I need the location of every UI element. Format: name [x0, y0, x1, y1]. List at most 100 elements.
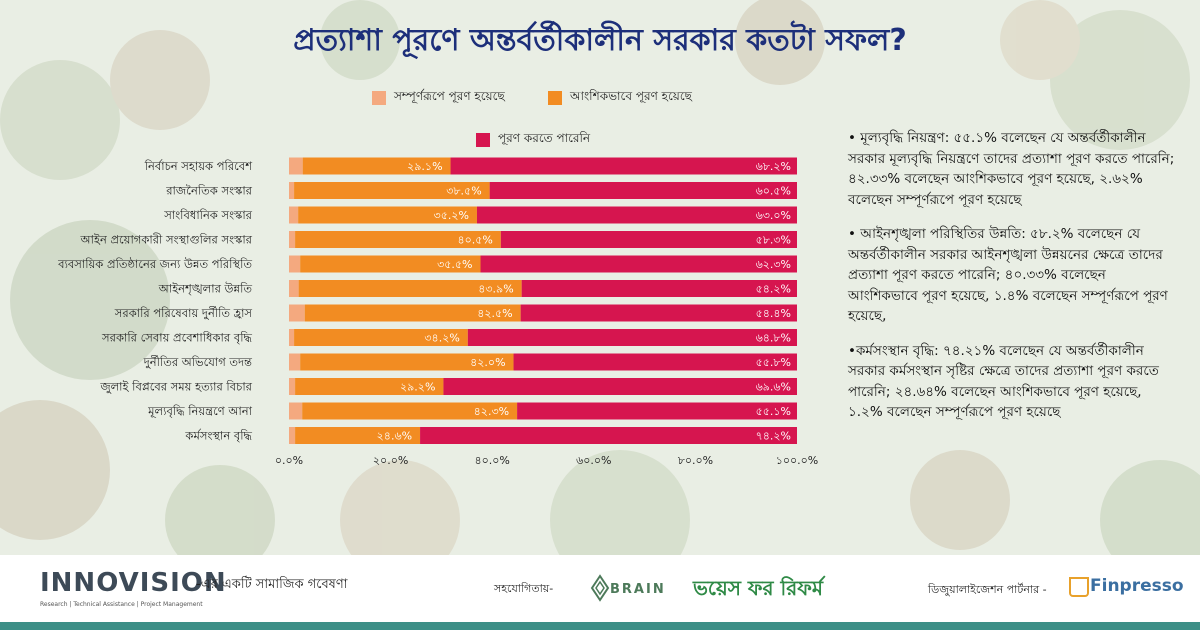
category-label: দুর্নীতির অভিযোগ তদন্ত	[143, 355, 253, 370]
bar-segment	[289, 255, 301, 273]
data-label-partial: ৪২.০%	[470, 356, 505, 369]
bar-segment	[420, 427, 797, 444]
data-label-none: ৬৮.২%	[756, 160, 791, 173]
legend-item-none: পূরণ করতে পারেনি	[476, 130, 590, 150]
bar-segment	[289, 304, 305, 322]
category-label: জুলাই বিপ্লবের সময় হত্যার বিচার	[99, 380, 252, 395]
bar-segment	[289, 182, 295, 199]
innovision-subtitle: Research | Technical Assistance | Projec…	[40, 601, 203, 608]
bar-segment	[294, 182, 490, 199]
legend-swatch-partial	[548, 91, 562, 105]
bar-segment	[489, 182, 797, 199]
legend-label-partial: আংশিকভাবে পূরণ হয়েছে	[570, 89, 692, 103]
bar-segment	[520, 304, 797, 322]
data-label-partial: ২৯.১%	[407, 160, 442, 173]
bar-segment	[289, 329, 295, 346]
data-label-none: ৬৩.০%	[756, 209, 791, 222]
category-label: রাজনৈতিক সংস্কার	[165, 184, 252, 198]
finpresso-logo: Finpresso	[1090, 576, 1184, 596]
brain-logo-icon	[590, 574, 610, 602]
collaboration-label: সহযোগিতায়-	[494, 582, 554, 595]
data-label-partial: ৪২.৩%	[474, 405, 509, 418]
data-label-partial: ২৯.২%	[400, 381, 435, 394]
legend-swatch-none	[476, 133, 490, 147]
bar-segment	[300, 353, 514, 371]
x-tick-label: ২০.০%	[373, 454, 408, 467]
bar-segment	[295, 378, 444, 395]
note-law-order: • আইনশৃঙ্খলা পরিস্থিতির উন্নতি: ৫৮.২% বল…	[848, 226, 1168, 324]
innovision-tagline: -এর একটি সামাজিক গবেষণা	[196, 577, 348, 592]
category-label: ব্যবসায়িক প্রতিষ্ঠানের জন্য উন্নত পরিস্…	[57, 257, 253, 271]
note-price-control: • মূল্যবৃদ্ধি নিয়ন্ত্রণ: ৫৫.১% বলেছেন য…	[848, 130, 1175, 208]
bar-segment	[517, 402, 797, 420]
data-label-none: ৬০.৫%	[756, 185, 791, 198]
data-label-none: ৬৯.৬%	[756, 381, 791, 394]
bar-segment	[443, 378, 797, 395]
data-label-none: ৫৫.৮%	[756, 356, 791, 369]
legend-item-full: সম্পূর্ণরূপে পূরণ হয়েছে	[372, 88, 505, 108]
bar-segment	[300, 255, 481, 273]
category-label: নির্বাচন সহায়ক পরিবেশ	[144, 159, 254, 173]
data-label-partial: ৩৫.৫%	[437, 258, 472, 271]
data-label-none: ৫৪.২%	[756, 283, 791, 296]
x-tick-label: ০.০%	[275, 454, 303, 467]
bar-segment	[302, 157, 451, 175]
category-label: কর্মসংস্থান বৃদ্ধি	[184, 429, 252, 444]
data-label-partial: ৪৩.৯%	[478, 283, 513, 296]
data-label-partial: ৩৪.২%	[424, 332, 459, 345]
bar-segment	[295, 427, 421, 444]
legend-item-partial: আংশিকভাবে পূরণ হয়েছে	[548, 88, 692, 108]
x-tick-label: ৪০.০%	[474, 454, 509, 467]
category-label: সরকারি সেবায় প্রবেশাধিকার বৃদ্ধি	[101, 331, 253, 346]
data-label-none: ৬২.৩%	[756, 258, 791, 271]
x-tick-label: ৬০.০%	[576, 454, 611, 467]
data-label-partial: ২৪.৬%	[377, 430, 412, 443]
innovision-logo-text: INNOVISION	[40, 568, 227, 598]
bar-segment	[476, 206, 797, 224]
bar-segment	[289, 206, 299, 224]
bar-segment	[295, 231, 501, 248]
bar-segment	[500, 231, 797, 248]
bar-segment	[289, 353, 301, 371]
bar-segment	[289, 378, 296, 395]
bar-segment	[450, 157, 797, 175]
data-label-none: ৫৫.১%	[756, 405, 791, 418]
bar-segment	[289, 427, 296, 444]
category-label: আইনশৃঙ্খলার উন্নতি	[158, 282, 254, 297]
category-label: মূল্যবৃদ্ধি নিয়ন্ত্রণে আনা	[147, 404, 252, 419]
voice-for-reform-logo: ভয়েস ফর রিফর্ম	[693, 576, 823, 600]
bar-segment	[302, 402, 518, 420]
finpresso-cup-icon	[1069, 577, 1089, 597]
chart-title: প্রত্যাশা পূরণে অন্তর্বর্তীকালীন সরকার ক…	[293, 23, 907, 58]
data-label-partial: ৩৫.২%	[434, 209, 469, 222]
bar-segment	[289, 402, 303, 420]
bar-segment	[289, 157, 303, 175]
legend-swatch-full	[372, 91, 386, 105]
bar-segment	[298, 206, 477, 224]
category-label: সাংবিধানিক সংস্কার	[163, 208, 252, 222]
bar-segment	[513, 353, 797, 371]
category-label: সরকারি পরিষেবায় দুর্নীতি হ্রাস	[114, 306, 254, 321]
data-label-partial: ৪২.৫%	[477, 307, 512, 320]
summary-notes: • মূল্যবৃদ্ধি নিয়ন্ত্রণ: ৫৫.১% বলেছেন য…	[848, 128, 1178, 437]
innovision-logo: INNOVISION	[40, 568, 227, 598]
brain-logo-text: BRAIN	[610, 582, 666, 597]
legend-label-none: পূরণ করতে পারেনি	[498, 131, 591, 145]
bar-segment	[294, 329, 468, 346]
bar-segment	[480, 255, 797, 273]
visualization-partner-label: ডিজুয়ালাইজেশন পার্টনার -	[928, 583, 1047, 596]
category-label: আইন প্রয়োগকারী সংস্থাগুলির সংস্কার	[80, 233, 253, 247]
bar-segment	[521, 280, 797, 297]
bar-segment	[467, 329, 797, 346]
data-label-partial: ৪০.৫%	[457, 234, 492, 247]
legend-label-full: সম্পূর্ণরূপে পূরণ হয়েছে	[394, 89, 505, 103]
data-label-partial: ৩৮.৫%	[446, 185, 481, 198]
note-employment: •কর্মসংস্থান বৃদ্ধি: ৭৪.২১% বলেছেন যে অন…	[848, 342, 1159, 421]
footer	[0, 555, 1200, 622]
x-tick-label: ৮০.০%	[678, 454, 713, 467]
bar-segment	[304, 304, 521, 322]
data-label-none: ৫৮.৩%	[756, 234, 791, 247]
footer-accent-bar	[0, 622, 1200, 630]
